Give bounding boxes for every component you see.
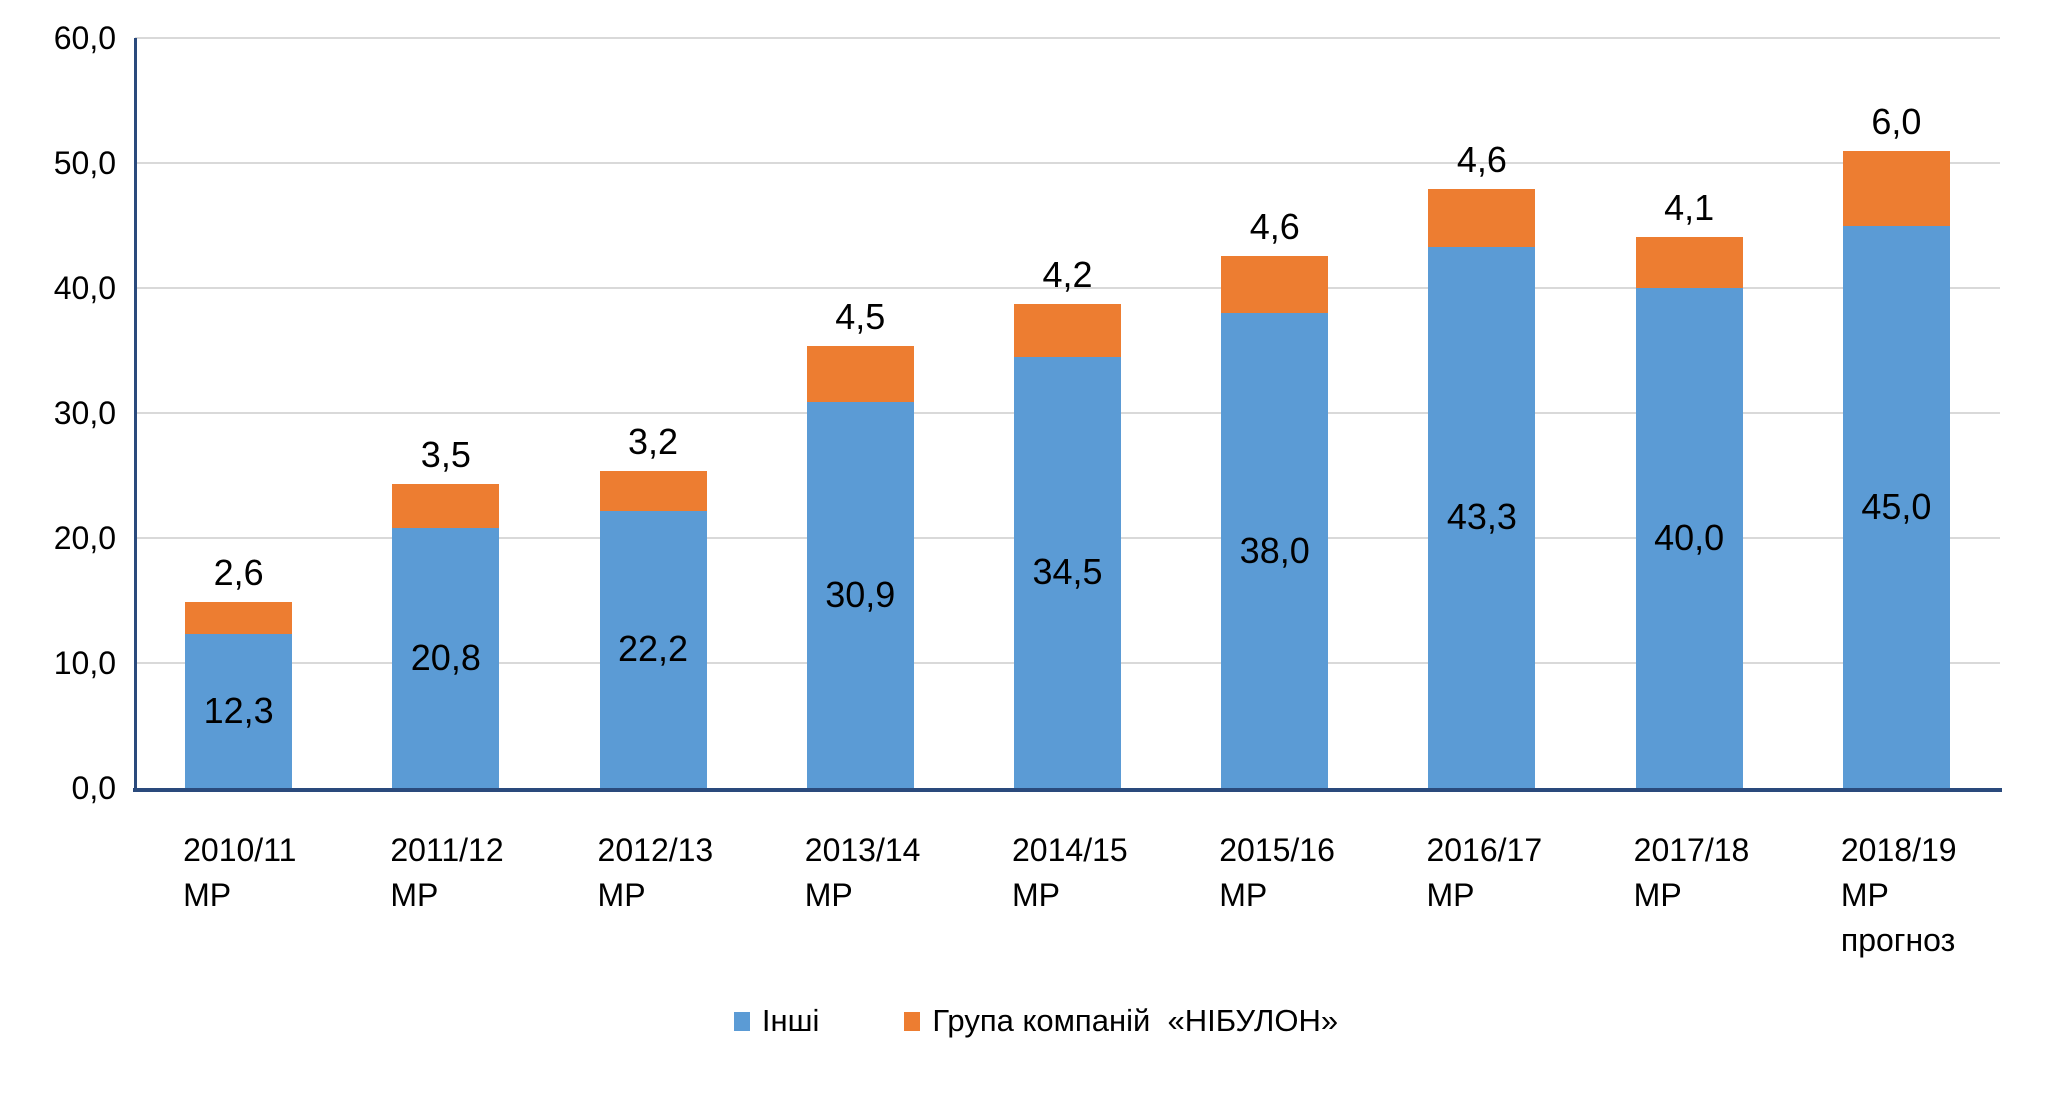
y-tick-label: 30,0 xyxy=(53,395,116,431)
bar-value-label-inshi: 43,3 xyxy=(1446,496,1517,538)
x-category-label-line: 2012/13 xyxy=(597,832,714,868)
x-category-label-line: МР xyxy=(1840,877,1889,913)
x-category-label-line: 2018/19 xyxy=(1840,832,1957,868)
x-category-label-line: МР xyxy=(1219,877,1268,913)
x-category-label: 2013/14 МР xyxy=(805,828,921,918)
y-tick-label: 10,0 xyxy=(53,645,116,681)
x-category-label-line: 2011/12 xyxy=(390,832,504,868)
bar-2014-15: 34,5 4,2 xyxy=(1014,254,1121,788)
bar-segment-inshi: 20,8 xyxy=(392,528,500,788)
bar-segment-nibulon xyxy=(1842,150,1950,226)
bar-2015-16: 38,0 4,6 xyxy=(1221,206,1329,788)
bar-value-label-inshi: 40,0 xyxy=(1654,517,1725,558)
y-axis-line xyxy=(134,38,137,792)
gridline-40 xyxy=(135,287,2000,289)
x-axis-line xyxy=(133,788,2002,792)
bar-2018-19: 45,0 6,0 xyxy=(1842,101,1950,788)
x-category-label: 2014/15 МР xyxy=(1012,828,1128,918)
x-category-label: 2010/11 МР xyxy=(183,828,296,918)
x-category-label-line: МР xyxy=(183,877,232,913)
bar-value-label-nibulon: 4,6 xyxy=(1249,205,1300,247)
x-category-label-line: МР xyxy=(597,877,646,913)
x-category-label-line: 2016/17 xyxy=(1426,832,1543,868)
bar-segment-nibulon xyxy=(1428,189,1536,247)
bar-value-label-inshi: 22,2 xyxy=(618,628,689,670)
x-category-label: 2016/17 МР xyxy=(1426,828,1542,918)
plot-area: 12,3 2,6 20,8 3,5 22,2 3,2 30,9 4,5 34,5 4,2 38,0 4… xyxy=(135,37,2000,788)
bar-2017-18: 40,0 4,1 xyxy=(1635,187,1743,788)
x-category-label-line: 2010/11 xyxy=(183,832,297,868)
y-tick-label: 40,0 xyxy=(53,270,116,306)
bar-segment-inshi: 12,3 xyxy=(185,634,293,788)
gridline-60 xyxy=(135,37,2000,39)
bar-value-label-nibulon: 2,6 xyxy=(213,551,264,593)
x-category-label-line: МР xyxy=(1426,877,1475,913)
x-category-label-line: 2014/15 xyxy=(1012,832,1128,868)
bar-segment-nibulon xyxy=(1014,304,1121,357)
x-category-label-line: МР xyxy=(804,877,853,913)
y-tick-label: 20,0 xyxy=(53,520,116,556)
bar-segment-nibulon xyxy=(392,484,500,528)
y-tick-label: 60,0 xyxy=(53,20,116,56)
x-category-label: 2018/19 МР прогноз xyxy=(1841,828,1957,963)
y-tick-label: 50,0 xyxy=(53,145,116,181)
legend-label-nibulon: Група компаній «НІБУЛОН» xyxy=(932,1003,1339,1038)
bar-segment-nibulon xyxy=(1221,255,1329,313)
bar-2010-11: 12,3 2,6 xyxy=(185,552,293,788)
bar-value-label-nibulon: 4,1 xyxy=(1664,186,1715,228)
bar-2011-12: 20,8 3,5 xyxy=(392,434,500,788)
legend-item-nibulon: Група компаній «НІБУЛОН» xyxy=(904,1003,1338,1039)
legend-label-inshi: Інші xyxy=(761,1003,820,1038)
legend: Інші Група компаній «НІБУЛОН» xyxy=(0,1003,2072,1039)
y-tick-label: 0,0 xyxy=(71,770,116,806)
bar-2012-13: 22,2 3,2 xyxy=(599,421,707,788)
bar-segment-nibulon xyxy=(185,601,293,635)
gridline-50 xyxy=(135,162,2000,164)
legend-swatch-orange-icon xyxy=(904,1011,921,1031)
bar-segment-nibulon xyxy=(1635,236,1743,288)
bar-segment-inshi: 40,0 xyxy=(1635,288,1743,788)
bar-segment-nibulon xyxy=(806,345,914,402)
legend-item-inshi: Інші xyxy=(733,1003,820,1039)
x-category-label-line: МР xyxy=(390,877,439,913)
bar-value-label-inshi: 20,8 xyxy=(410,637,481,678)
bar-segment-inshi: 30,9 xyxy=(806,401,914,788)
bar-segment-inshi: 43,3 xyxy=(1428,246,1536,788)
x-category-label-line: МР xyxy=(1633,877,1682,913)
bar-value-label-nibulon: 4,2 xyxy=(1042,254,1093,296)
legend-swatch-blue-icon xyxy=(733,1011,750,1031)
bar-segment-inshi: 22,2 xyxy=(599,510,707,788)
bar-value-label-nibulon: 3,5 xyxy=(420,434,471,476)
x-category-label-line: прогноз xyxy=(1840,922,1956,958)
bar-value-label-nibulon: 6,0 xyxy=(1871,100,1922,142)
x-category-label: 2015/16 МР xyxy=(1219,828,1335,918)
x-category-label-line: 2013/14 xyxy=(804,832,921,868)
bar-value-label-nibulon: 4,6 xyxy=(1456,139,1507,181)
bar-value-label-inshi: 34,5 xyxy=(1032,551,1103,593)
bar-segment-inshi: 38,0 xyxy=(1221,313,1329,788)
x-category-label: 2012/13 МР xyxy=(598,828,714,918)
bar-value-label-inshi: 30,9 xyxy=(825,573,896,615)
x-category-label-line: 2017/18 xyxy=(1633,832,1750,868)
bar-value-label-inshi: 38,0 xyxy=(1239,529,1310,571)
x-category-label-line: 2015/16 xyxy=(1219,832,1335,868)
bar-value-label-nibulon: 3,2 xyxy=(628,420,679,462)
bar-value-label-inshi: 12,3 xyxy=(203,690,274,732)
bar-2013-14: 30,9 4,5 xyxy=(806,296,914,788)
bar-segment-inshi: 34,5 xyxy=(1014,356,1121,788)
bar-segment-inshi: 45,0 xyxy=(1842,225,1950,788)
bar-value-label-inshi: 45,0 xyxy=(1861,485,1932,527)
bar-segment-nibulon xyxy=(599,470,707,511)
x-category-label: 2011/12 МР xyxy=(390,828,503,918)
bar-2016-17: 43,3 4,6 xyxy=(1428,139,1536,788)
x-category-label: 2017/18 МР xyxy=(1634,828,1750,918)
bar-value-label-nibulon: 4,5 xyxy=(835,295,886,337)
x-category-label-line: МР xyxy=(1012,877,1060,913)
